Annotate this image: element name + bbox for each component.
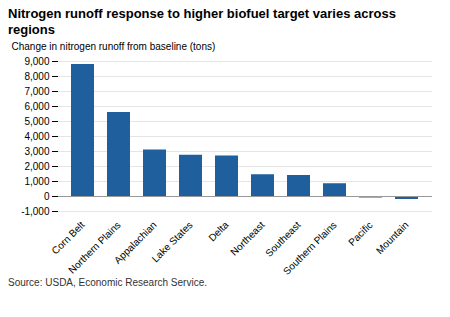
html-text:Nitrogen runoff response to hi: Nitrogen runoff response to higher biofu… [8,6,396,37]
svg-text:Northern Plains: Northern Plains [66,219,123,276]
svg-text:Delta: Delta [206,219,231,244]
svg-text:1,000: 1,000 [24,176,49,187]
svg-text:-1,000: -1,000 [21,206,50,217]
svg-text:Pacific: Pacific [346,219,375,248]
svg-text:9,000: 9,000 [24,56,49,67]
svg-text:Change in nitrogen runoff from: Change in nitrogen runoff from baseline … [12,41,216,52]
svg-text:Lake States: Lake States [150,219,195,264]
svg-text:7,000: 7,000 [24,86,49,97]
svg-text:5,000: 5,000 [24,116,49,127]
svg-text:0: 0 [44,191,50,202]
svg-text:Corn Belt: Corn Belt [49,219,86,256]
svg-text:Southern Plains: Southern Plains [281,219,339,277]
html-text:Source: USDA, Economic Researc: Source: USDA, Economic Research Service. [8,277,207,289]
svg-text:Northeast: Northeast [228,219,267,258]
svg-text:2,000: 2,000 [24,161,49,172]
svg-text:4,000: 4,000 [24,131,49,142]
svg-text:6,000: 6,000 [24,101,49,112]
svg-text:Appalachian: Appalachian [112,219,159,267]
svg-text:Mountain: Mountain [374,219,411,256]
svg-text:Southeast: Southeast [263,219,303,259]
svg-text:3,000: 3,000 [24,146,49,157]
svg-text:8,000: 8,000 [24,71,49,82]
